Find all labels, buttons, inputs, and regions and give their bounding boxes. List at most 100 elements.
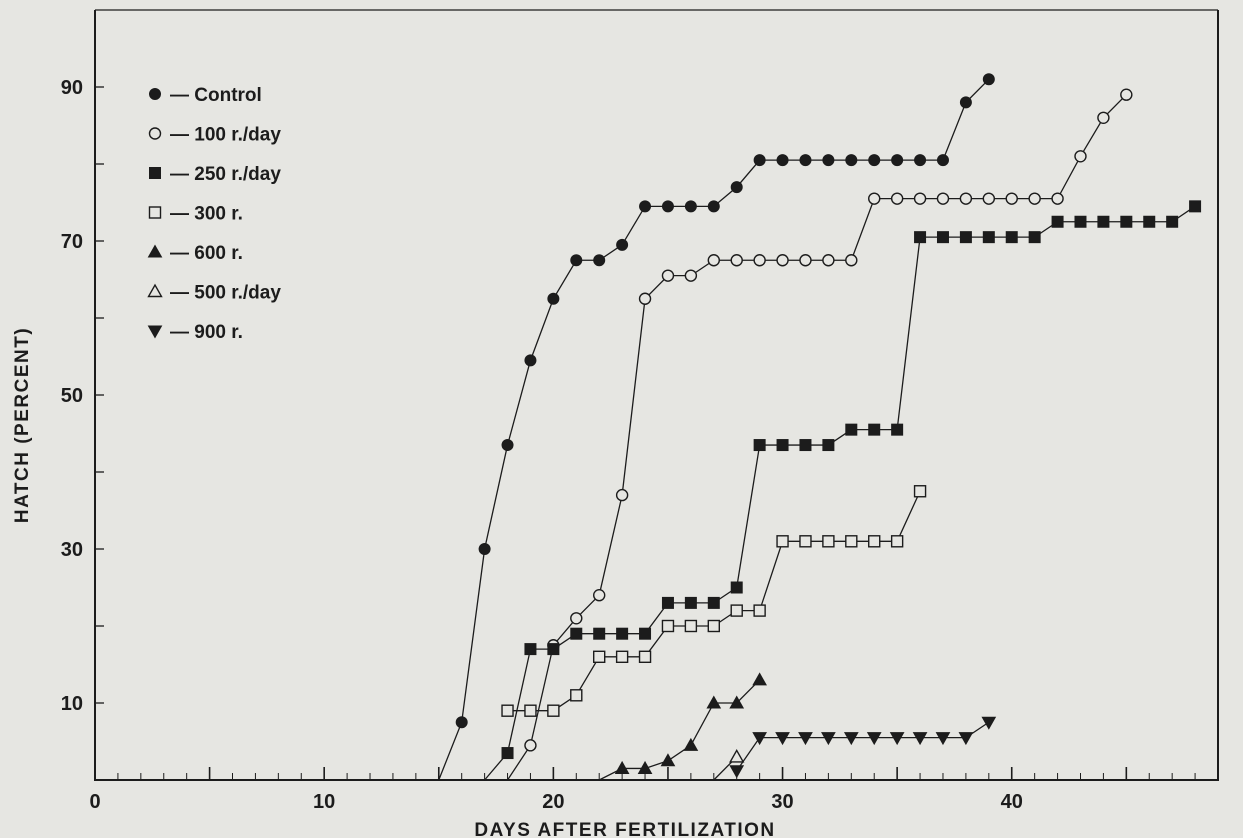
data-point xyxy=(524,739,537,752)
data-point xyxy=(661,200,674,213)
legend-marker xyxy=(147,325,163,339)
data-point xyxy=(615,650,629,663)
data-point xyxy=(1051,192,1064,205)
data-point xyxy=(684,596,697,609)
data-point xyxy=(616,238,629,251)
legend-label: — 100 r./day xyxy=(170,125,281,146)
legend-marker xyxy=(148,206,162,219)
legend-label: — 250 r./day xyxy=(170,164,281,185)
data-point xyxy=(638,292,652,305)
legend-label: — 300 r. xyxy=(170,204,243,225)
legend-label: — 500 r./day xyxy=(170,283,281,304)
data-point xyxy=(707,619,720,633)
data-point xyxy=(478,543,491,555)
data-point xyxy=(501,747,514,760)
data-point xyxy=(570,627,583,640)
data-point xyxy=(776,154,789,167)
data-point xyxy=(845,535,858,548)
legend-entry: — 900 r. xyxy=(147,322,243,343)
data-point xyxy=(891,154,904,167)
data-point xyxy=(843,732,859,746)
y-axis-label: HATCH (PERCENT) xyxy=(12,327,33,523)
data-point xyxy=(959,96,972,109)
data-point xyxy=(753,439,766,452)
data-point xyxy=(936,231,949,244)
data-point xyxy=(614,760,630,774)
data-point xyxy=(1005,192,1018,205)
data-point xyxy=(660,753,676,767)
series-filled-square xyxy=(484,200,1202,781)
data-point xyxy=(684,200,697,213)
y-tick-label: 50 xyxy=(61,385,83,407)
data-point xyxy=(913,485,927,498)
data-point xyxy=(799,535,812,548)
data-point xyxy=(913,192,927,205)
data-point xyxy=(1097,111,1110,125)
data-point xyxy=(730,604,743,617)
data-point xyxy=(1143,215,1156,228)
series-open-triangle xyxy=(713,748,745,781)
data-point xyxy=(593,650,606,663)
legend-entry: — 300 r. xyxy=(148,204,243,225)
data-point xyxy=(982,192,996,205)
y-tick-label: 90 xyxy=(61,77,83,99)
data-point xyxy=(890,535,904,548)
data-point xyxy=(501,704,514,717)
data-point xyxy=(616,627,629,640)
x-axis-label: DAYS AFTER FERTILIZATION xyxy=(474,820,775,838)
data-point xyxy=(868,192,881,205)
series-line xyxy=(736,721,990,772)
data-point xyxy=(776,439,789,452)
data-point xyxy=(866,732,882,746)
series-line xyxy=(438,78,990,781)
data-point xyxy=(524,704,537,717)
data-point xyxy=(799,439,812,452)
data-point xyxy=(822,154,835,167)
data-point xyxy=(982,73,995,86)
series-open-square xyxy=(501,485,927,717)
data-point xyxy=(524,354,537,367)
data-point xyxy=(821,732,836,746)
data-point xyxy=(1028,192,1041,205)
axes: 0 10 20 30 40 10 30 50 70 90 xyxy=(61,9,1219,813)
series-filled-circle xyxy=(438,73,995,781)
series-filled-triangle xyxy=(598,672,767,781)
series-layer xyxy=(438,73,1202,781)
data-point xyxy=(729,765,745,779)
data-point xyxy=(730,181,743,194)
data-point xyxy=(1005,231,1018,244)
data-point xyxy=(914,231,927,244)
legend-entry: — 600 r. xyxy=(147,243,243,264)
legend-entry: — Control xyxy=(149,85,262,106)
legend-label: — Control xyxy=(170,85,262,106)
data-point xyxy=(570,254,583,267)
data-point xyxy=(914,154,927,167)
data-point xyxy=(752,672,767,686)
data-point xyxy=(959,231,972,244)
data-point xyxy=(1074,215,1087,228)
data-point xyxy=(684,269,698,282)
data-point xyxy=(982,231,995,244)
legend-marker xyxy=(147,283,163,298)
data-point xyxy=(639,200,652,213)
data-point xyxy=(638,650,652,663)
data-point xyxy=(935,732,951,746)
data-point xyxy=(868,154,881,167)
data-point xyxy=(593,589,606,602)
data-point xyxy=(798,732,813,746)
data-point xyxy=(593,254,606,267)
data-point xyxy=(729,748,745,763)
data-point xyxy=(891,423,904,436)
x-tick-label: 20 xyxy=(542,791,564,813)
y-tick-label: 30 xyxy=(61,539,83,561)
legend-marker xyxy=(149,167,161,179)
data-point xyxy=(593,627,606,640)
data-point xyxy=(707,596,720,609)
data-point xyxy=(661,619,675,633)
legend-entry: — 500 r./day xyxy=(147,283,281,304)
legend-label: — 600 r. xyxy=(170,243,243,264)
data-point xyxy=(455,716,468,729)
data-point xyxy=(570,612,583,625)
data-point xyxy=(706,695,722,709)
